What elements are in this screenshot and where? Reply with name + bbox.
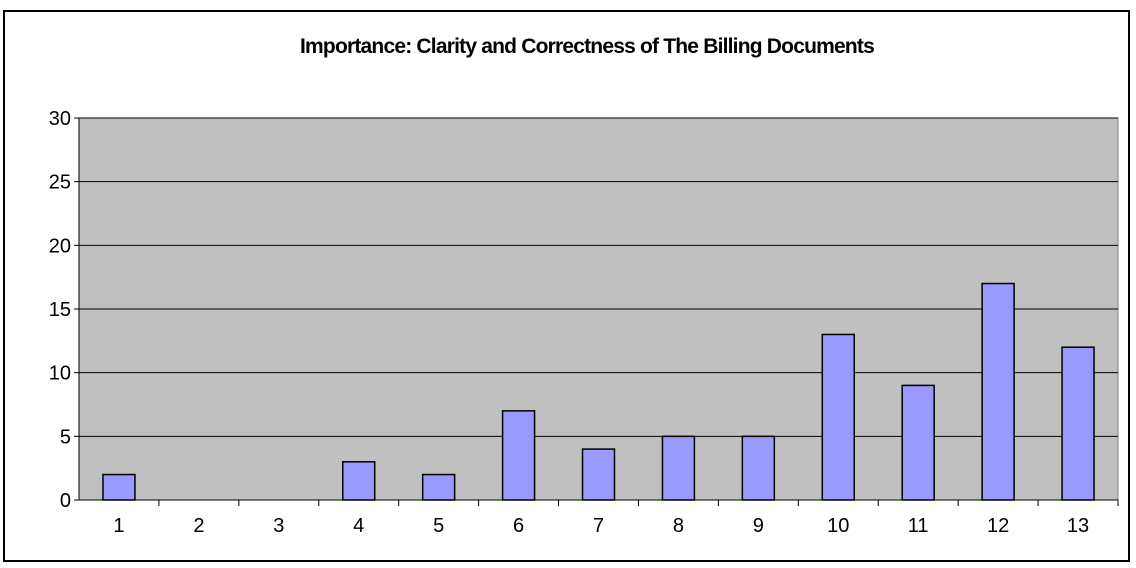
y-tick-label: 0: [60, 490, 71, 512]
x-tick-label: 12: [987, 515, 1009, 537]
bar-11: [901, 384, 935, 501]
x-tick-label: 5: [433, 515, 444, 537]
x-tick-label: 10: [827, 515, 849, 537]
y-tick-label: 25: [49, 172, 71, 194]
y-tick-label: 20: [49, 235, 71, 257]
bar-chart: Importance: Clarity and Correctness of T…: [49, 35, 1119, 537]
x-tick-label: 11: [908, 515, 929, 537]
y-tick-label: 30: [49, 108, 71, 130]
bar-5: [421, 473, 456, 501]
x-tick-label: 2: [193, 515, 204, 537]
y-tick-label: 10: [49, 363, 71, 385]
x-tick-label: 9: [753, 515, 764, 537]
bar-8: [661, 435, 696, 501]
y-axis: 0 5 10 15 20 25 30: [49, 108, 80, 512]
bars: [102, 282, 1095, 501]
y-tick-label: 15: [49, 299, 71, 321]
bar-6: [501, 410, 536, 501]
x-tick-label: 8: [673, 515, 684, 537]
chart-frame: Importance: Clarity and Correctness of T…: [3, 10, 1130, 562]
x-tick-label: 3: [273, 515, 284, 537]
chart-title: Importance: Clarity and Correctness of T…: [300, 35, 874, 58]
x-tick-label: 13: [1067, 515, 1089, 537]
y-tick-label: 5: [60, 426, 71, 448]
x-axis: 1 2 3 4 5 6 7 8 9 10 11 12 13: [79, 499, 1119, 537]
bar-4: [341, 461, 376, 501]
bar-9: [741, 435, 776, 501]
bar-10: [821, 333, 856, 501]
bar-12: [981, 282, 1015, 501]
gridlines: [79, 117, 1118, 437]
bar-13: [1061, 346, 1095, 501]
x-tick-label: 4: [353, 515, 364, 537]
x-tick-label: 1: [113, 515, 124, 537]
bar-7: [581, 448, 616, 501]
x-tick-label: 6: [513, 515, 524, 537]
bar-1: [102, 473, 136, 501]
x-tick-label: 7: [593, 515, 604, 537]
